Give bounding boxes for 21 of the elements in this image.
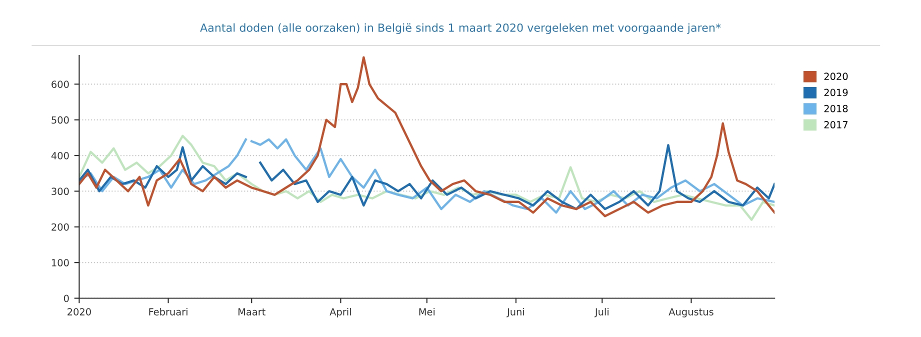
- legend-label: 2017: [824, 121, 848, 128]
- legend-label: 2019: [824, 88, 848, 96]
- x-tick-label: Februari: [149, 308, 188, 316]
- x-tick-label: Mei: [419, 308, 435, 316]
- x-tick-label: April: [330, 308, 351, 318]
- x-tick-label: Juli: [594, 308, 608, 318]
- legend-label: 2020: [824, 72, 848, 80]
- x-tick-label: Augustus: [668, 308, 714, 318]
- y-tick-label: 600: [52, 80, 69, 88]
- y-tick-label: 0: [64, 294, 69, 302]
- chart-title: Aantal doden (alle oorzaken) in België sinds 1 maart 2020 vergeleken met voorgaande jaren*: [200, 23, 721, 34]
- y-tick-label: 300: [52, 188, 69, 196]
- x-tick-label: Maart: [238, 308, 266, 316]
- legend-label: 2018: [824, 104, 848, 112]
- line-series: [79, 56, 775, 218]
- x-tick-label: Juni: [506, 308, 524, 318]
- y-tick-label: 500: [52, 116, 69, 124]
- y-tick-label: 200: [52, 223, 69, 231]
- y-tick-label: 400: [51, 152, 69, 160]
- y-tick-label: 100: [52, 259, 69, 266]
- x-tick-label: 2020: [68, 308, 91, 316]
